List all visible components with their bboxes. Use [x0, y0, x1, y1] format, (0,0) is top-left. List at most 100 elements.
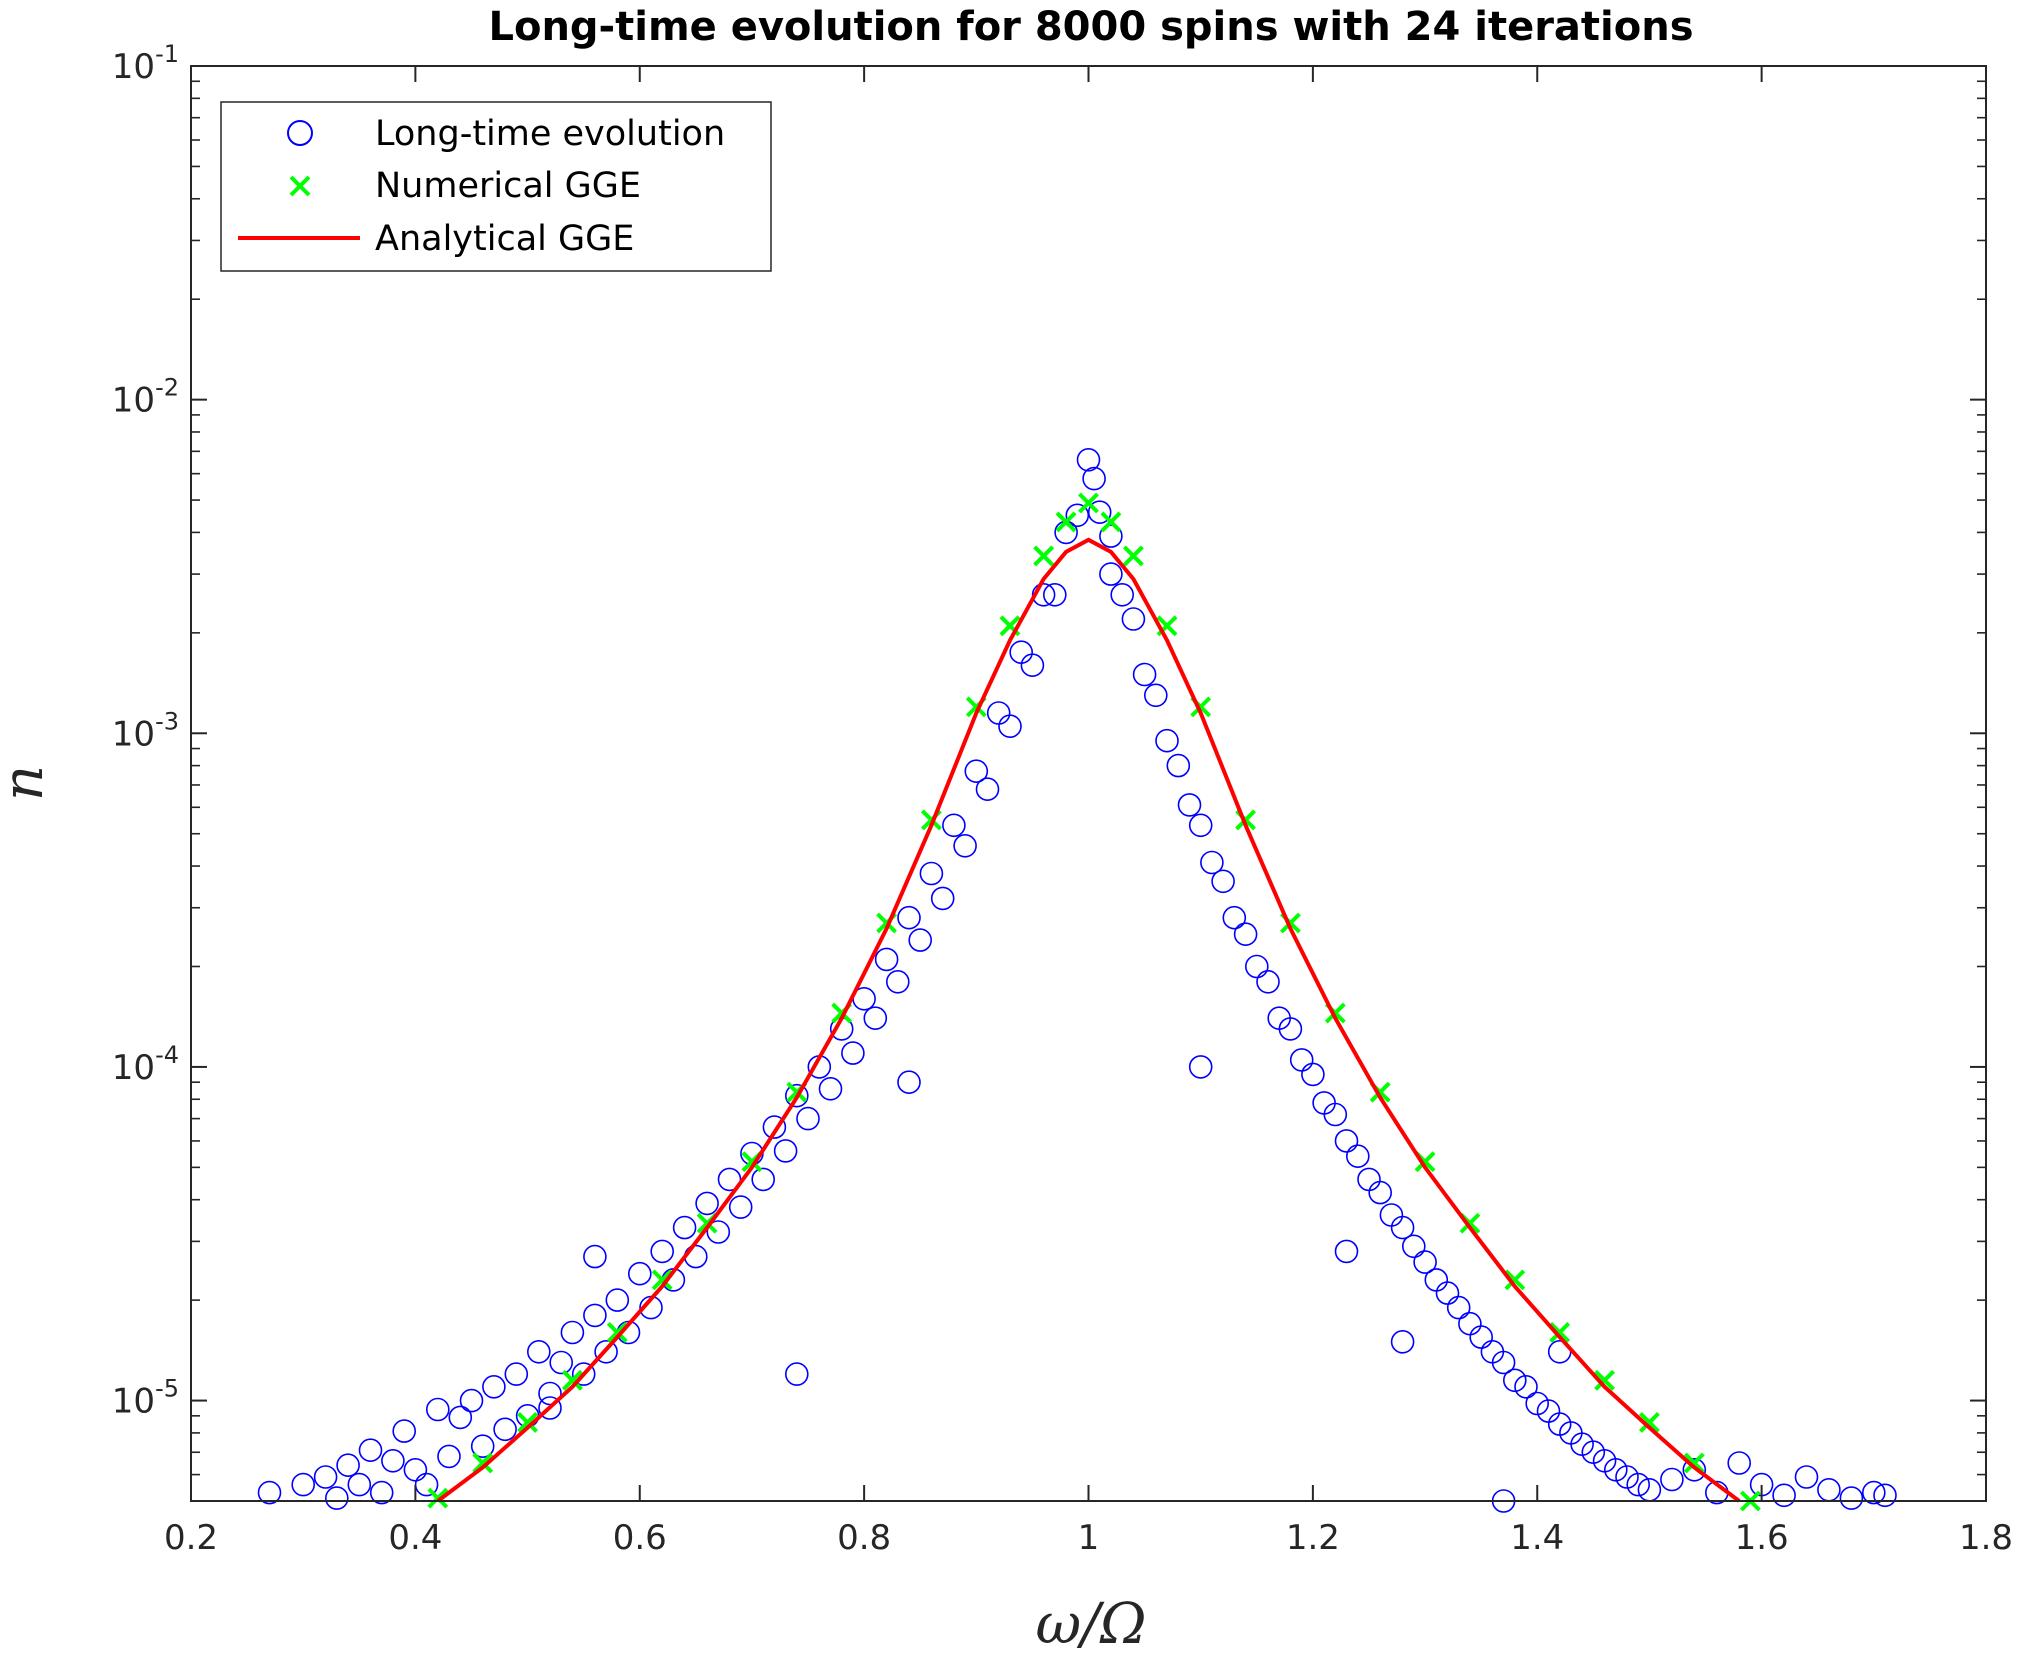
long-time-evolution-point: [1121, 607, 1146, 631]
long-time-evolution-point: [1166, 753, 1191, 778]
long-time-evolution-point: [403, 1458, 428, 1482]
long-time-evolution-point: [1233, 922, 1258, 947]
long-time-evolution-point: [1873, 1483, 1897, 1508]
legend-item-long-time: Long-time evolution: [287, 114, 725, 154]
long-time-evolution-point: [885, 969, 910, 994]
y-tick-label: 10-1: [112, 40, 179, 87]
long-time-evolution-point: [784, 1083, 809, 1108]
numerical-gge-point: [1504, 1269, 1526, 1291]
long-time-evolution-point: [1301, 1062, 1325, 1087]
long-time-evolution-point: [1222, 905, 1247, 930]
long-time-evolution-point: [425, 1397, 450, 1422]
long-time-evolution-point: [313, 1465, 338, 1489]
numerical-gge-point: [1549, 1322, 1571, 1343]
numerical-gge-point: [606, 1322, 628, 1343]
long-time-evolution-point: [1794, 1465, 1819, 1489]
long-time-evolution-point: [369, 1480, 394, 1505]
long-time-evolution-point: [1076, 447, 1101, 472]
long-time-evolution-point: [1660, 1467, 1684, 1492]
legend-item-numerical: Numerical GGE: [289, 166, 641, 206]
long-time-evolution-point: [1323, 1102, 1348, 1127]
long-time-evolution-point: [583, 1303, 607, 1328]
long-time-evolution-point: [818, 1077, 843, 1101]
long-time-evolution-point: [672, 1215, 697, 1240]
y-tick-label: 10-3: [112, 707, 179, 754]
long-time-evolution-point: [437, 1444, 461, 1469]
numerical-gge-point: [1683, 1452, 1705, 1474]
long-time-evolution-point: [874, 947, 899, 972]
long-time-evolution-point: [1604, 1458, 1628, 1482]
y-axis-label: n: [0, 765, 56, 801]
numerical-gge-point: [1594, 1369, 1615, 1391]
long-time-evolution-point: [1503, 1368, 1527, 1393]
long-time-evolution-point: [751, 1167, 776, 1192]
long-time-evolution-point: [1177, 793, 1202, 817]
long-time-evolution-point: [1491, 1350, 1516, 1375]
long-time-evolution-point: [538, 1396, 562, 1420]
chart-title: Long-time evolution for 8000 spins with …: [488, 4, 1693, 50]
long-time-evolution-point: [1110, 582, 1134, 607]
long-time-evolution-point: [1278, 1017, 1303, 1041]
plot-area: [191, 66, 1986, 1501]
long-time-evolution-point: [863, 1006, 888, 1031]
long-time-evolution-point: [1200, 850, 1224, 875]
long-time-evolution-point: [1043, 582, 1067, 607]
y-tick-label: 10-5: [112, 1375, 179, 1422]
long-time-evolution-point: [1065, 503, 1090, 528]
legend-circle-marker: [287, 120, 313, 146]
long-time-evolution-point: [706, 1220, 731, 1244]
long-time-evolution-point: [1368, 1180, 1392, 1205]
x-tick-label: 1.2: [1286, 1518, 1340, 1558]
long-time-evolution-point: [1245, 954, 1269, 979]
long-time-evolution-point: [1132, 662, 1157, 687]
long-time-evolution-point: [1188, 1055, 1213, 1079]
long-time-evolution-point: [1144, 683, 1168, 708]
numerical-gge-point: [1055, 511, 1077, 533]
long-time-evolution-point: [392, 1419, 417, 1443]
x-axis-label: ω/Ω: [1036, 1592, 1147, 1657]
long-time-evolution-point: [1514, 1375, 1538, 1399]
long-time-evolution-point: [414, 1472, 439, 1497]
long-time-evolution-point: [953, 833, 977, 858]
legend-label-analytical: Analytical GGE: [375, 219, 634, 259]
long-time-evolution-point: [897, 1070, 921, 1094]
y-tick-label: 10-4: [112, 1041, 179, 1088]
long-time-evolution-point: [1727, 1451, 1751, 1475]
numerical-gge-point: [1033, 545, 1055, 567]
long-time-evolution-point: [930, 886, 955, 911]
long-time-evolution-point: [1099, 524, 1123, 548]
numerical-gge-point: [562, 1369, 583, 1391]
numerical-gge-point: [1639, 1412, 1660, 1433]
long-time-evolution-point: [470, 1434, 495, 1458]
long-time-evolution-point: [1020, 653, 1045, 678]
long-time-evolution-point: [695, 1191, 719, 1216]
numerical-gge-point: [427, 1487, 449, 1509]
legend-x-marker: [289, 175, 311, 197]
long-time-evolution-point: [1682, 1458, 1707, 1482]
long-time-evolution-point: [482, 1375, 506, 1399]
long-time-evolution-point: [1155, 728, 1179, 753]
long-time-evolution-point: [324, 1486, 349, 1510]
long-time-evolution-point: [1772, 1483, 1796, 1508]
long-time-evolution-point: [650, 1239, 675, 1264]
long-time-evolution-point: [998, 714, 1022, 739]
numerical-gge-point: [651, 1269, 673, 1291]
long-time-evolution-point: [560, 1320, 585, 1345]
x-tick-label: 0.8: [837, 1518, 891, 1558]
x-tick-label: 0.4: [388, 1518, 442, 1558]
numerical-gge-point: [472, 1452, 494, 1474]
long-time-evolution-point: [1334, 1239, 1359, 1264]
long-time-evolution-point: [1334, 1129, 1359, 1153]
long-time-evolution-point: [796, 1106, 820, 1131]
long-time-evolution-point: [347, 1472, 372, 1497]
long-time-evolution-point: [1082, 466, 1106, 491]
long-time-evolution-point: [358, 1438, 383, 1462]
long-time-evolution-point: [728, 1195, 753, 1219]
long-time-evolution-point: [784, 1362, 809, 1386]
long-time-evolution-point: [841, 1041, 865, 1065]
long-time-evolution-point: [448, 1405, 473, 1430]
legend-item-analytical: Analytical GGE: [238, 219, 634, 259]
long-time-evolution-point: [583, 1244, 607, 1269]
y-axis: 10-5 10-4 10-3 10-2 10-1: [112, 40, 1986, 1476]
x-tick-label: 0.6: [613, 1518, 667, 1558]
